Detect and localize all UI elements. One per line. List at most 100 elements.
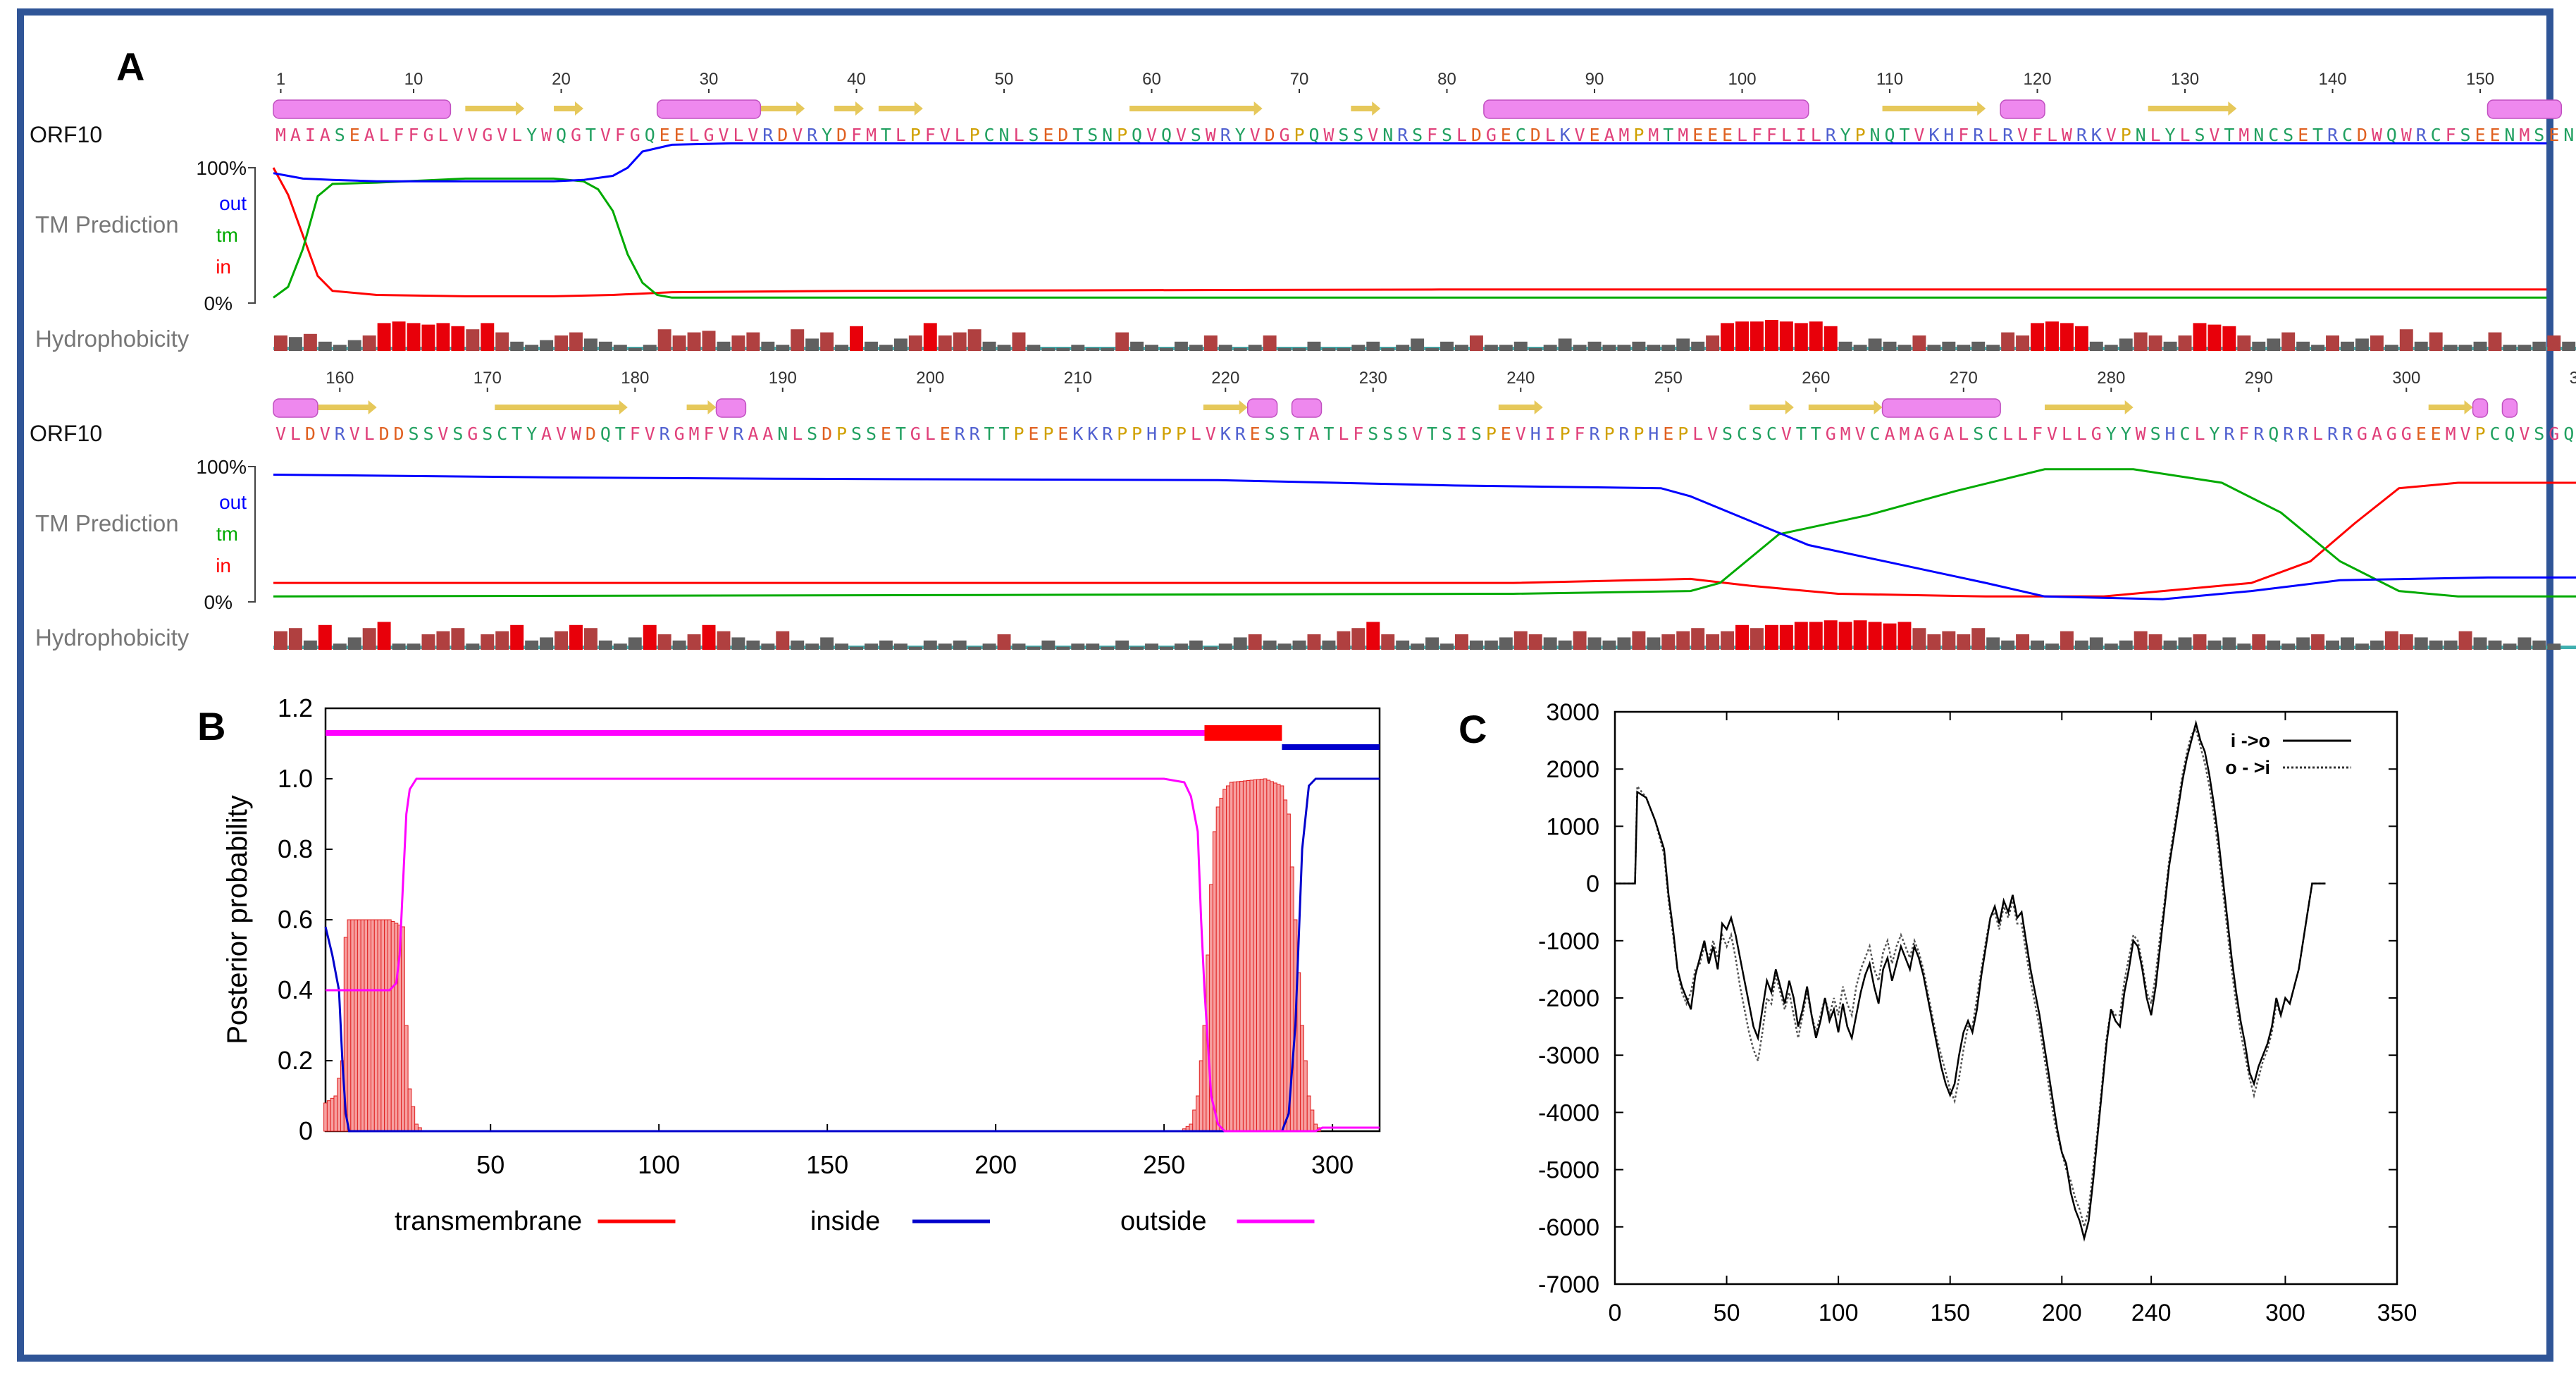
legend-in: in bbox=[216, 555, 231, 577]
residue-letter: V bbox=[497, 125, 507, 145]
tm-axis-bracket bbox=[248, 466, 256, 603]
legend-label-o-i: o - >i bbox=[2225, 757, 2270, 778]
residue-letter: T bbox=[615, 424, 626, 444]
residue-letter: C bbox=[497, 424, 507, 444]
residue-letter: V bbox=[645, 424, 655, 444]
residue-letter: E bbox=[2416, 424, 2427, 444]
residue-letter: S bbox=[2460, 125, 2471, 145]
hydrophobicity-bar bbox=[436, 323, 450, 351]
ruler-label: 90 bbox=[1585, 70, 1604, 89]
hydrophobicity-bar bbox=[2089, 341, 2103, 351]
hydrophobicity-bar bbox=[643, 624, 657, 650]
residue-letter: D bbox=[586, 424, 596, 444]
beta-strand-arrow bbox=[2148, 101, 2237, 116]
hydrophobicity-bar bbox=[1986, 637, 2000, 650]
beta-strand-arrow bbox=[834, 101, 864, 116]
hydrophobicity-bar bbox=[1322, 347, 1336, 351]
hydrophobicity-bar bbox=[2399, 329, 2413, 351]
ruler-label: 20 bbox=[552, 70, 571, 89]
residue-letter: A bbox=[1884, 424, 1895, 444]
hydrophobicity-bar bbox=[982, 341, 996, 351]
hydrophobicity-bar bbox=[1573, 345, 1587, 351]
hydrophobicity-bar bbox=[569, 624, 583, 650]
hydrophobicity-bar bbox=[2458, 345, 2472, 351]
residue-letter: E bbox=[660, 125, 670, 145]
residue-letter: W bbox=[2401, 125, 2413, 145]
hydrophobicity-bar bbox=[1957, 345, 1971, 351]
hydrophobicity-bar bbox=[303, 640, 317, 650]
hydrophobicity-bar bbox=[997, 345, 1011, 351]
y-tick-label: 2000 bbox=[1546, 756, 1599, 783]
hydrophobicity-bar bbox=[1189, 640, 1203, 650]
percent-0-label: 0% bbox=[204, 591, 233, 613]
hydrophobicity-bar bbox=[879, 345, 893, 351]
hydrophobicity-bar bbox=[2163, 640, 2177, 650]
residue-letter: Y bbox=[822, 125, 832, 145]
residue-letter: E bbox=[1058, 424, 1068, 444]
residue-letter: N bbox=[2504, 125, 2515, 145]
hydrophobicity-bar bbox=[2518, 345, 2532, 351]
residue-letter: E bbox=[1250, 424, 1261, 444]
hydrophobicity-bar bbox=[1189, 345, 1203, 351]
ruler-label: 100 bbox=[1728, 70, 1757, 89]
hydrophobicity-bar bbox=[2281, 332, 2296, 351]
hydrophobicity-bar bbox=[2163, 341, 2177, 351]
hydrophobicity-bar bbox=[1351, 345, 1366, 351]
residue-letter: G bbox=[703, 125, 714, 145]
hydrophobicity-bar bbox=[1868, 338, 1882, 351]
hydrophobicity-bar bbox=[2060, 323, 2074, 351]
residue-letter: L bbox=[438, 125, 448, 145]
hydrophobicity-bar bbox=[865, 341, 878, 351]
residue-letter: R bbox=[2298, 424, 2309, 444]
alpha-helix-cylinder bbox=[273, 99, 452, 119]
residue-letter: G bbox=[910, 424, 921, 444]
residue-letter: Q bbox=[2563, 424, 2574, 444]
ruler-label: 170 bbox=[473, 369, 502, 388]
hydrophobicity-bar bbox=[865, 643, 878, 650]
residue-letter: W bbox=[541, 125, 552, 145]
residue-letter: V bbox=[2519, 424, 2529, 444]
y-tick-label: 1.2 bbox=[278, 694, 313, 722]
residue-letter: P bbox=[2121, 125, 2131, 145]
residue-letter: T bbox=[998, 424, 1009, 444]
hydrophobicity-bar bbox=[717, 631, 731, 650]
residue-letter: P bbox=[1117, 125, 1127, 145]
residue-letter: S bbox=[1087, 125, 1098, 145]
residue-letter: R bbox=[2327, 424, 2339, 444]
ruler-label: 60 bbox=[1142, 70, 1161, 89]
hydrophobicity-bar bbox=[953, 640, 967, 650]
hydrophobicity-bar bbox=[1632, 341, 1646, 351]
hydrophobicity-bar bbox=[1440, 341, 1454, 351]
residue-letter: G bbox=[467, 424, 478, 444]
hydrophobicity-bar bbox=[893, 643, 908, 650]
residue-letter: S bbox=[452, 424, 463, 444]
hydrophobicity-bar bbox=[643, 345, 657, 351]
hydrophobicity-bar bbox=[2532, 341, 2546, 351]
residue-letter: Y bbox=[2121, 424, 2131, 444]
hydrophobicity-bar bbox=[2503, 643, 2517, 650]
hydrophobicity-bar bbox=[2016, 335, 2030, 351]
residue-letter: H bbox=[2165, 424, 2176, 444]
residue-letter: L bbox=[2047, 125, 2057, 145]
residue-letter: M bbox=[1899, 424, 1909, 444]
hydrophobicity-bar bbox=[850, 646, 863, 650]
residue-letter: A bbox=[541, 424, 552, 444]
hydrophobicity-label: Hydrophobicity bbox=[35, 624, 190, 651]
hydrophobicity-bar bbox=[555, 335, 568, 351]
hydrophobicity-bar bbox=[1838, 341, 1852, 351]
residue-letter: V bbox=[467, 125, 478, 145]
residue-letter: T bbox=[1427, 424, 1437, 444]
residue-letter: S bbox=[1442, 125, 1452, 145]
residue-letter: G bbox=[1280, 125, 1290, 145]
residue-letter: N bbox=[1870, 125, 1881, 145]
ruler-label: 240 bbox=[1506, 369, 1535, 388]
residue-letter: F bbox=[408, 125, 419, 145]
residue-letter: C bbox=[1516, 125, 1526, 145]
orf-label: ORF10 bbox=[30, 122, 102, 147]
x-tick-label: 350 bbox=[2377, 1300, 2417, 1326]
tm-axis-bracket bbox=[248, 167, 256, 304]
residue-letter: L bbox=[896, 125, 906, 145]
residue-letter: F bbox=[2446, 125, 2456, 145]
alpha-helix-cylinder bbox=[1881, 398, 2001, 418]
residue-letter: G bbox=[2549, 424, 2559, 444]
